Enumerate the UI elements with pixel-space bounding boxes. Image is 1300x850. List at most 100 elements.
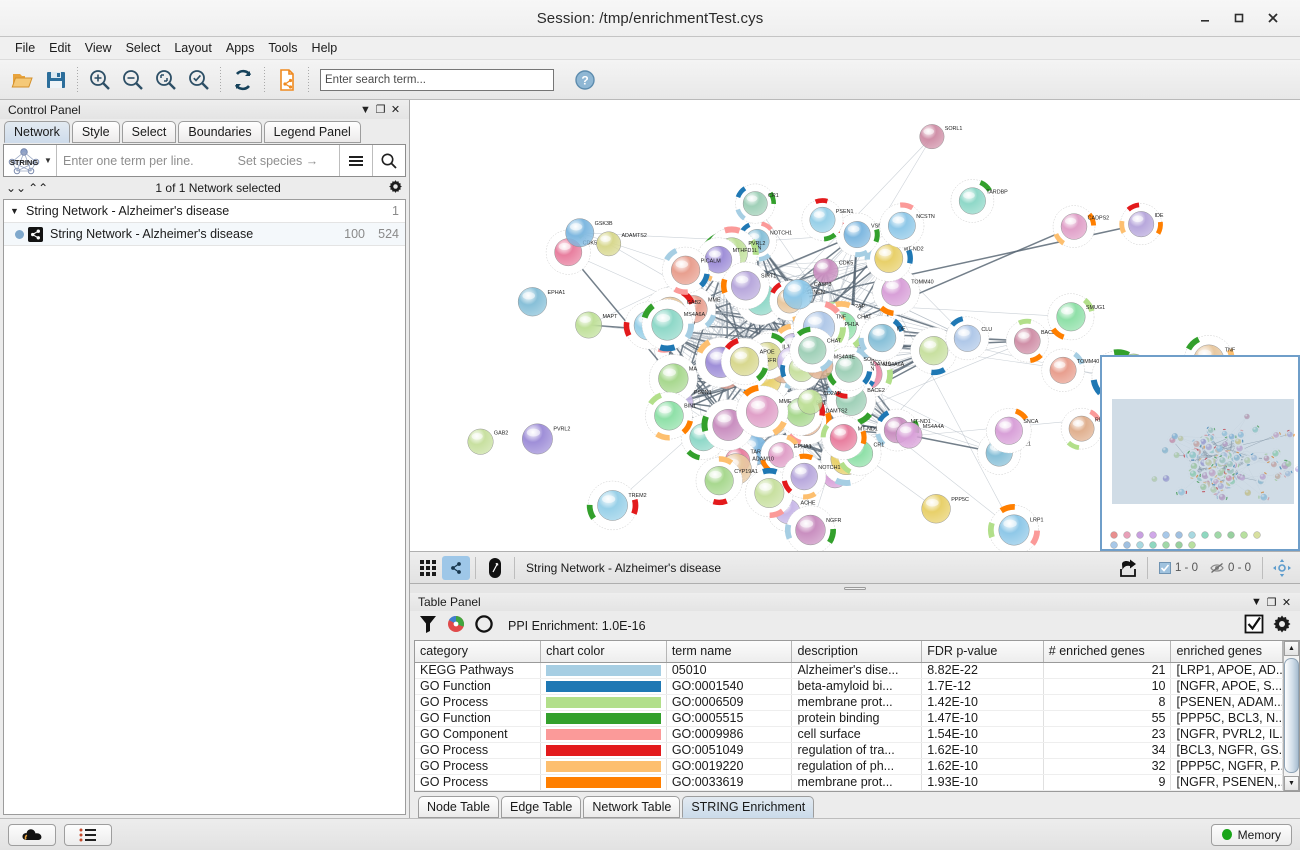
- string-network-icon[interactable]: [442, 555, 470, 580]
- menu-apps[interactable]: Apps: [225, 41, 255, 55]
- menu-help[interactable]: Help: [311, 41, 338, 55]
- network-node[interactable]: [1244, 489, 1251, 496]
- network-node[interactable]: [1060, 213, 1088, 240]
- network-node[interactable]: [790, 462, 818, 491]
- network-node[interactable]: [1222, 441, 1228, 447]
- memory-status-button[interactable]: Memory: [1210, 823, 1292, 846]
- network-node[interactable]: [522, 423, 553, 455]
- column-header-enriched-gene-count[interactable]: # enriched genes: [1043, 641, 1172, 663]
- table-panel-float-icon[interactable]: ❐: [1266, 596, 1277, 609]
- gear-icon[interactable]: [1272, 614, 1292, 637]
- list-icon[interactable]: [64, 823, 112, 846]
- scroll-up-arrow-icon[interactable]: ▲: [1284, 641, 1299, 657]
- refresh-icon[interactable]: [226, 64, 259, 96]
- table-row[interactable]: GO Function GO:0005515 protein binding 1.47…: [415, 710, 1283, 727]
- network-node[interactable]: [998, 514, 1030, 546]
- string-species-caret-icon[interactable]: ▼: [44, 156, 52, 165]
- network-node[interactable]: [1285, 470, 1291, 477]
- network-node[interactable]: [1208, 469, 1216, 477]
- network-node[interactable]: [958, 187, 986, 215]
- zoom-selected-icon[interactable]: [182, 64, 215, 96]
- network-node[interactable]: [754, 478, 785, 508]
- scroll-down-arrow-icon[interactable]: ▼: [1284, 776, 1299, 791]
- network-node[interactable]: [1225, 475, 1232, 482]
- network-node[interactable]: [1056, 302, 1086, 332]
- network-node[interactable]: [1162, 475, 1170, 482]
- column-header-chart-color[interactable]: chart color: [540, 641, 667, 663]
- cloud-icon[interactable]: [8, 823, 56, 846]
- maximize-icon[interactable]: [1222, 4, 1256, 32]
- network-node[interactable]: [888, 211, 916, 240]
- network-node[interactable]: [1272, 450, 1279, 457]
- network-node[interactable]: [575, 311, 603, 339]
- network-node[interactable]: [1244, 413, 1250, 420]
- network-node[interactable]: [1287, 431, 1293, 438]
- network-node[interactable]: [731, 270, 761, 301]
- network-node[interactable]: [919, 124, 945, 150]
- table-panel-close-icon[interactable]: ✕: [1281, 596, 1292, 609]
- control-panel-close-icon[interactable]: ✕: [390, 104, 401, 116]
- network-node[interactable]: [1219, 468, 1225, 474]
- column-header-category[interactable]: category: [415, 641, 542, 663]
- network-node[interactable]: [1239, 474, 1246, 481]
- network-node[interactable]: [953, 324, 981, 352]
- table-row[interactable]: GO Process GO:0033619 membrane prot... 1.93…: [415, 774, 1283, 791]
- zoom-in-icon[interactable]: [83, 64, 116, 96]
- network-node[interactable]: [1128, 211, 1155, 238]
- donut-chart-icon[interactable]: [474, 614, 494, 637]
- network-canvas[interactable]: MT-ND2 MT-ND1 VSNL1 CD2AP MS4A4A MS4A6A MS4A4E…: [410, 100, 1300, 552]
- grid-layout-icon[interactable]: [414, 556, 442, 580]
- network-node[interactable]: [919, 336, 949, 366]
- annotation-icon[interactable]: [481, 556, 509, 580]
- table-vertical-scrollbar[interactable]: ▲ ▼: [1283, 641, 1299, 791]
- network-tree[interactable]: ▼ String Network - Alzheimer's disease 1…: [3, 199, 406, 815]
- network-node[interactable]: [1068, 415, 1095, 442]
- network-node[interactable]: [1285, 460, 1292, 467]
- network-node[interactable]: [874, 244, 904, 273]
- control-panel-collapse-icon[interactable]: ▼: [360, 103, 371, 116]
- network-node[interactable]: [1178, 435, 1184, 442]
- horizontal-split-handle[interactable]: [410, 584, 1300, 593]
- network-node[interactable]: [1171, 433, 1178, 440]
- menu-file[interactable]: File: [15, 41, 36, 55]
- tab-edge-table[interactable]: Edge Table: [501, 796, 582, 818]
- enrichment-table-wrapper[interactable]: category chart color term name descripti…: [414, 640, 1300, 792]
- column-header-fdr-pvalue[interactable]: FDR p-value: [921, 641, 1044, 663]
- network-node[interactable]: [1189, 470, 1197, 477]
- table-row[interactable]: GO Process GO:0050435beta-amyloid m...2.0…: [415, 790, 1283, 791]
- network-graph[interactable]: MT-ND2 MT-ND1 VSNL1 CD2AP MS4A4A MS4A6A MS4A4E…: [410, 100, 1300, 552]
- share-network-icon[interactable]: [270, 64, 303, 96]
- network-node[interactable]: [921, 494, 951, 524]
- network-node[interactable]: [881, 276, 911, 307]
- tree-expand-icon[interactable]: ▼: [10, 206, 19, 216]
- network-node[interactable]: [467, 428, 494, 455]
- tab-legend-panel[interactable]: Legend Panel: [263, 121, 361, 143]
- column-header-description[interactable]: description: [791, 641, 923, 663]
- network-node[interactable]: [1273, 432, 1279, 438]
- network-node[interactable]: [1270, 461, 1277, 468]
- network-node[interactable]: [1189, 451, 1197, 459]
- network-node[interactable]: [1151, 476, 1158, 482]
- network-node[interactable]: [1208, 427, 1214, 433]
- network-node[interactable]: [868, 323, 897, 353]
- control-panel-float-icon[interactable]: ❐: [375, 104, 386, 116]
- table-row[interactable]: GO Process GO:0051049 regulation of tra...…: [415, 742, 1283, 759]
- network-node[interactable]: [1178, 488, 1185, 496]
- network-node[interactable]: [1049, 356, 1077, 384]
- export-image-icon[interactable]: [1114, 556, 1142, 580]
- network-node[interactable]: [565, 218, 595, 248]
- network-node[interactable]: [1218, 493, 1226, 501]
- network-node[interactable]: [654, 400, 684, 431]
- network-node[interactable]: [1161, 447, 1169, 454]
- network-node[interactable]: [895, 421, 923, 449]
- network-node[interactable]: [1227, 461, 1233, 468]
- filter-funnel-icon[interactable]: [418, 614, 438, 637]
- network-node[interactable]: [1233, 454, 1240, 461]
- column-header-term-name[interactable]: term name: [666, 641, 793, 663]
- search-input[interactable]: Enter search term...: [320, 68, 554, 91]
- network-node[interactable]: [742, 191, 768, 216]
- menu-edit[interactable]: Edit: [49, 41, 71, 55]
- help-icon[interactable]: ?: [568, 64, 601, 96]
- tab-boundaries[interactable]: Boundaries: [178, 121, 262, 143]
- menu-view[interactable]: View: [84, 41, 112, 55]
